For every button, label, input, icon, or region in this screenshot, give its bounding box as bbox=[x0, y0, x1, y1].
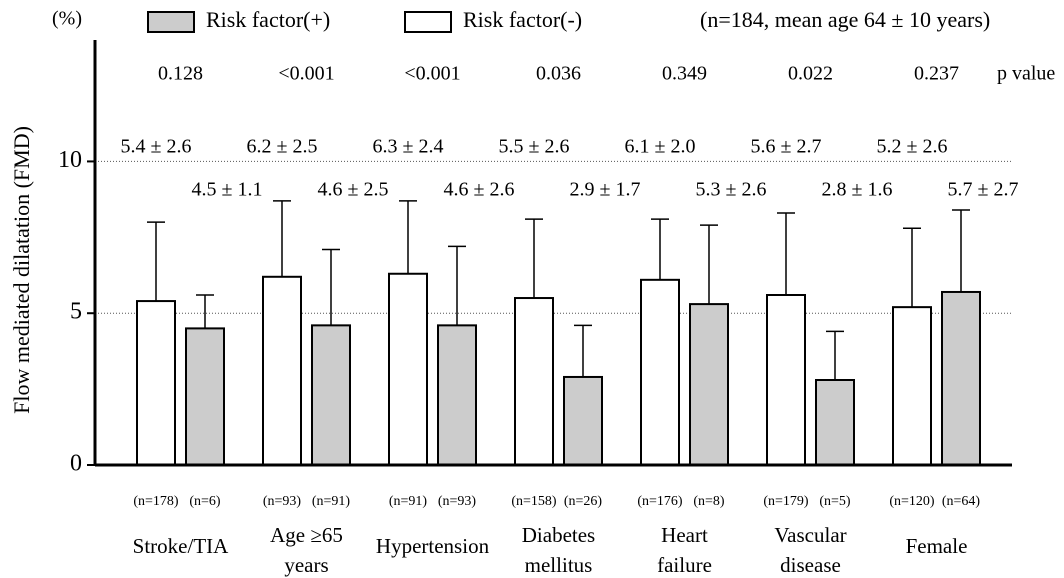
bar bbox=[437, 324, 477, 466]
x-tick-label: Age ≥65 bbox=[270, 523, 343, 547]
p-value: 0.349 bbox=[662, 63, 707, 85]
n-label: (n=93) bbox=[438, 494, 477, 509]
unit-label: (%) bbox=[52, 8, 82, 30]
p-label: p value bbox=[997, 63, 1055, 85]
value-label: 5.5 ± 2.6 bbox=[499, 136, 570, 158]
value-label: 5.6 ± 2.7 bbox=[751, 136, 822, 158]
value-label: 6.1 ± 2.0 bbox=[625, 136, 696, 158]
x-tick-label: failure bbox=[657, 553, 712, 577]
x-tick-label: Heart bbox=[661, 523, 708, 547]
value-label: 5.2 ± 2.6 bbox=[877, 136, 948, 158]
value-label: 4.5 ± 1.1 bbox=[192, 179, 263, 201]
value-label: 4.6 ± 2.6 bbox=[444, 179, 515, 201]
n-label: (n=5) bbox=[819, 494, 851, 509]
bar bbox=[689, 303, 729, 466]
p-value: 0.237 bbox=[914, 63, 959, 85]
value-label: 4.6 ± 2.5 bbox=[318, 179, 389, 201]
bar bbox=[766, 294, 806, 466]
x-tick-label: mellitus bbox=[525, 553, 593, 577]
legend-swatch bbox=[147, 11, 195, 33]
value-label: 2.8 ± 1.6 bbox=[822, 179, 893, 201]
bar bbox=[311, 324, 351, 466]
n-label: (n=8) bbox=[693, 494, 725, 509]
value-label: 6.3 ± 2.4 bbox=[373, 136, 444, 158]
legend-label: Risk factor(-) bbox=[463, 7, 582, 32]
bar bbox=[941, 290, 981, 467]
legend-label: Risk factor(+) bbox=[206, 7, 330, 32]
n-label: (n=178) bbox=[133, 494, 179, 509]
bar bbox=[815, 379, 855, 466]
bar bbox=[185, 327, 225, 466]
bar bbox=[262, 275, 302, 466]
value-label: 6.2 ± 2.5 bbox=[247, 136, 318, 158]
note: (n=184, mean age 64 ± 10 years) bbox=[700, 7, 990, 32]
n-label: (n=91) bbox=[389, 494, 428, 509]
value-label: 5.7 ± 2.7 bbox=[948, 179, 1019, 201]
p-value: <0.001 bbox=[278, 63, 334, 85]
bar bbox=[514, 297, 554, 466]
n-label: (n=64) bbox=[942, 494, 981, 509]
x-tick-label: years bbox=[284, 553, 328, 577]
bar bbox=[640, 278, 680, 467]
value-label: 5.4 ± 2.6 bbox=[121, 136, 192, 158]
n-label: (n=120) bbox=[889, 494, 935, 509]
value-label: 5.3 ± 2.6 bbox=[696, 179, 767, 201]
x-tick-label: Female bbox=[906, 534, 968, 558]
x-tick-label: disease bbox=[780, 553, 841, 577]
x-tick-label: Vascular bbox=[774, 523, 846, 547]
bar bbox=[563, 375, 603, 467]
legend-swatch bbox=[404, 11, 452, 33]
p-value: 0.022 bbox=[788, 63, 833, 85]
x-tick-label: Hypertension bbox=[376, 534, 490, 558]
p-value: 0.128 bbox=[158, 63, 203, 85]
n-label: (n=93) bbox=[263, 494, 302, 509]
n-label: (n=26) bbox=[564, 494, 603, 509]
y-tick-label: 10 bbox=[58, 147, 82, 173]
x-tick-label: Stroke/TIA bbox=[133, 534, 229, 558]
y-tick-label: 0 bbox=[70, 451, 82, 477]
y-tick-label: 5 bbox=[70, 299, 82, 325]
n-label: (n=179) bbox=[763, 494, 809, 509]
p-value: 0.036 bbox=[536, 63, 581, 85]
n-label: (n=158) bbox=[511, 494, 557, 509]
x-tick-label: Diabetes bbox=[522, 523, 595, 547]
n-label: (n=6) bbox=[189, 494, 221, 509]
value-label: 2.9 ± 1.7 bbox=[570, 179, 641, 201]
p-value: <0.001 bbox=[404, 63, 460, 85]
bar bbox=[388, 272, 428, 466]
n-label: (n=176) bbox=[637, 494, 683, 509]
n-label: (n=91) bbox=[312, 494, 351, 509]
y-axis-title: Flow mediated dilatation (FMD) bbox=[9, 126, 34, 414]
bar bbox=[136, 300, 176, 467]
bar bbox=[892, 306, 932, 466]
